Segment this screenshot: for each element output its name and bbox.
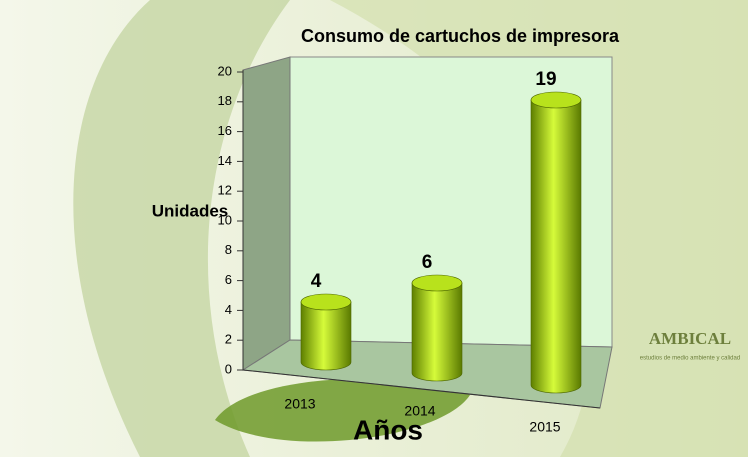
- y-tick-label: 12: [218, 183, 232, 198]
- bar-top: [300, 293, 352, 311]
- x-tick-label: 2014: [404, 403, 435, 419]
- y-tick-label: 10: [218, 212, 232, 227]
- y-tick-label: 20: [218, 63, 232, 78]
- bar-top: [530, 91, 582, 109]
- y-tick-label: 2: [225, 332, 232, 347]
- decor: [73, 0, 290, 457]
- chart-title: Consumo de cartuchos de impresora: [301, 26, 620, 46]
- y-tick-label: 8: [225, 242, 232, 257]
- bar: [411, 282, 463, 382]
- y-tick-label: 14: [218, 153, 232, 168]
- decor: [215, 378, 470, 442]
- x-tick-label: 2015: [529, 419, 560, 435]
- x-axis: [242, 369, 601, 409]
- y-tick-label: 16: [218, 123, 232, 138]
- value-label: 4: [311, 271, 322, 292]
- x-axis-label: Años: [353, 414, 423, 445]
- bar-top: [411, 274, 463, 292]
- bar: [530, 99, 582, 394]
- side-wall: [242, 56, 291, 371]
- y-tick-label: 4: [225, 302, 232, 317]
- y-tick-label: 6: [225, 272, 232, 287]
- x-tick-label: 2013: [284, 396, 315, 412]
- logo-tagline: estudios de medio ambiente y calidad: [640, 356, 740, 362]
- value-label: 19: [535, 69, 556, 90]
- logo-name: AMBICAL: [649, 329, 731, 348]
- decor: [330, 0, 748, 457]
- y-tick-label: 0: [225, 361, 232, 376]
- value-label: 6: [422, 252, 433, 273]
- y-axis-label: Unidades: [152, 201, 229, 220]
- y-tick-label: 18: [218, 93, 232, 108]
- bar: [300, 301, 352, 371]
